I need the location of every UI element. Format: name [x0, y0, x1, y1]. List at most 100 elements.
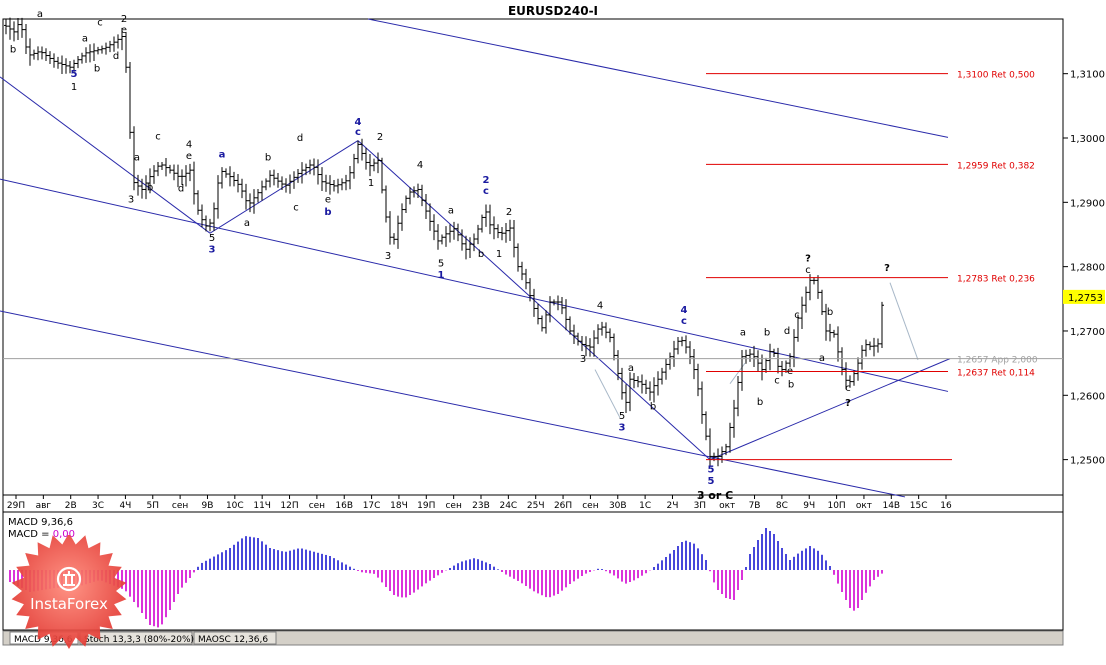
x-tick-label: 12П: [280, 501, 298, 511]
wave-label: 4: [681, 305, 688, 316]
y-tick-label: 1,2900: [1070, 198, 1105, 209]
wave-label: c: [845, 383, 851, 394]
projection-line: [594, 369, 621, 419]
wave-label: ?: [805, 254, 811, 265]
wave-label: b: [478, 249, 484, 260]
wave-label: c: [293, 203, 299, 214]
wave-label: 5: [209, 233, 215, 244]
wave-label: b: [788, 380, 794, 391]
wave-label: 5: [708, 464, 715, 475]
x-tick-label: 8С: [776, 501, 788, 511]
wave-label: b: [764, 327, 770, 338]
x-tick-label: окт: [856, 501, 872, 511]
wave-label: 3: [209, 244, 216, 255]
wave-label: e: [121, 25, 127, 36]
fib-level-label: 1,2657 App 2,000: [957, 356, 1038, 366]
wave-label: 3: [619, 423, 626, 434]
y-tick-label: 1,2700: [1070, 327, 1105, 338]
x-tick-label: 11Ч: [253, 501, 271, 511]
wave-label: ?: [845, 398, 851, 409]
wave-label: b: [10, 44, 16, 55]
wave-label: 5: [438, 259, 444, 270]
wave-label: 3: [580, 354, 586, 365]
y-tick-label: 1,2600: [1070, 391, 1105, 402]
x-tick-label: 2Ч: [667, 501, 679, 511]
wave-label: a: [37, 9, 43, 20]
wave-label: d: [297, 133, 303, 144]
wave-label: c: [681, 316, 687, 327]
y-tick-label: 1,2800: [1070, 263, 1105, 274]
logo-text: InstaForex: [30, 595, 108, 613]
wave-label: 2: [483, 175, 490, 186]
x-tick-label: сен: [582, 501, 598, 511]
x-tick-label: 10С: [226, 501, 244, 511]
x-tick-label: 4Ч: [119, 501, 131, 511]
x-tick-label: 16: [940, 501, 952, 511]
x-tick-label: 25Ч: [527, 501, 545, 511]
wave-label: c: [794, 310, 800, 321]
trend-line: [0, 76, 211, 234]
macd-label: MACD = 0,00: [8, 529, 75, 540]
wave-label: 1: [368, 178, 374, 189]
x-tick-label: 24С: [499, 501, 517, 511]
x-tick-label: 14В: [882, 501, 900, 511]
wave-label: d: [113, 51, 119, 62]
candlesticks: [4, 17, 884, 467]
x-tick-label: 10П: [827, 501, 845, 511]
x-tick-label: сен: [172, 501, 188, 511]
wave-label: b: [757, 397, 763, 408]
y-tick-label: 1,3100: [1070, 70, 1105, 81]
x-tick-label: 15С: [910, 501, 928, 511]
y-tick-label: 1,2500: [1070, 456, 1105, 467]
wave-label: 3: [385, 251, 391, 262]
wave-label: b: [650, 401, 656, 412]
indicator-tab-label: Stoch 13,3,3 (80%-20%): [84, 635, 194, 645]
wave-label: 4: [597, 300, 603, 311]
wave-label: 1: [71, 82, 77, 93]
instaforex-logo: InstaForex: [11, 535, 127, 649]
main-chart-frame: [2, 18, 1064, 496]
wave-label: a: [244, 218, 250, 229]
current-price-box: [1063, 289, 1105, 304]
macd-title: MACD 9,36,6: [8, 517, 73, 528]
x-tick-label: 3С: [92, 501, 104, 511]
x-tick-label: 29П: [7, 501, 25, 511]
x-tick-label: 19П: [417, 501, 435, 511]
wave-label: 2: [506, 207, 512, 218]
indicator-tab[interactable]: [193, 631, 277, 645]
wave-label: 4: [186, 140, 192, 151]
x-tick-label: окт: [719, 501, 735, 511]
wave-label: a: [82, 34, 88, 45]
wave-label: e: [787, 366, 793, 377]
wave-label: c: [355, 127, 361, 138]
fib-level-label: 1,2959 Ret 0,382: [957, 161, 1035, 171]
wave-label: b: [94, 64, 100, 75]
macd-panel: [2, 511, 1064, 631]
x-tick-label: авг: [36, 501, 52, 511]
x-tick-label: 26П: [554, 501, 572, 511]
wave-label: a: [134, 153, 140, 164]
fib-level-label: 1,3100 Ret 0,500: [957, 71, 1035, 81]
wave-label: e: [325, 194, 331, 205]
wave-label: 1: [438, 270, 445, 281]
wave-label: b: [265, 153, 271, 164]
wave-label: b: [324, 207, 331, 218]
x-tick-label: 18Ч: [390, 501, 408, 511]
wave-label: 4: [417, 160, 423, 171]
trend-line: [367, 18, 949, 138]
x-tick-label: 16В: [335, 501, 353, 511]
trend-line: [0, 310, 906, 498]
current-price-label: 1,2753: [1068, 293, 1103, 304]
wave-label: 4: [355, 117, 362, 128]
wave-label: b: [827, 307, 833, 318]
wave-label: a: [628, 363, 634, 374]
x-tick-label: 2В: [65, 501, 77, 511]
wave-label: d: [178, 183, 184, 194]
wave-label: 3 or C: [697, 489, 733, 502]
x-tick-label: 1С: [639, 501, 651, 511]
indicator-tab-label: MAOSC 12,36,6: [198, 635, 268, 645]
x-tick-label: 5П: [147, 501, 160, 511]
wave-label: a: [448, 205, 454, 216]
